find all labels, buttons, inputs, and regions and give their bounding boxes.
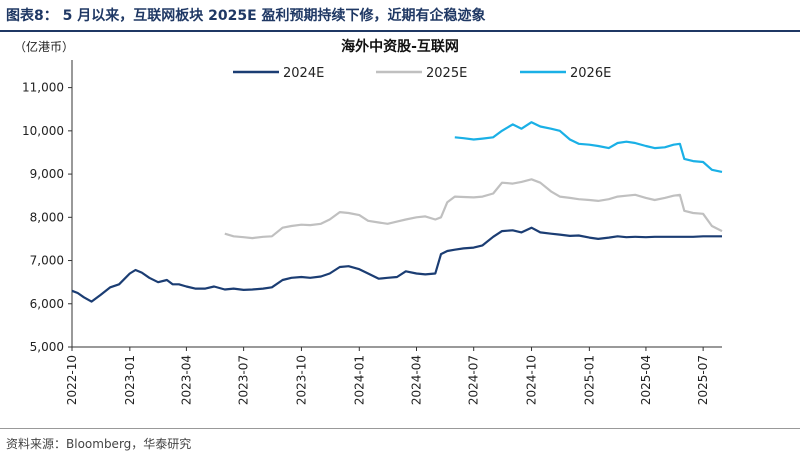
x-tick-label: 2023-01 <box>123 355 137 405</box>
chart-title: 海外中资股-互联网 <box>341 39 459 55</box>
legend-label-2025e: 2025E <box>426 66 467 81</box>
x-tick-label: 2023-04 <box>179 355 193 405</box>
x-tick-label: 2024-07 <box>467 355 481 405</box>
x-tick-label: 2024-10 <box>525 355 539 405</box>
unit-label: （亿港币） <box>14 40 75 54</box>
y-tick-label: 7,000 <box>30 254 64 268</box>
series-line-2024e <box>71 226 722 303</box>
legend-label-2026e: 2026E <box>570 66 611 81</box>
x-tick-label: 2022-10 <box>65 355 79 405</box>
source-note: 资料来源：Bloomberg，华泰研究 <box>6 437 192 451</box>
series-line-2026e <box>454 121 723 173</box>
y-tick-label: 11,000 <box>22 81 64 95</box>
x-tick-label: 2025-04 <box>639 355 653 405</box>
y-tick-label: 9,000 <box>30 167 64 181</box>
y-tick-label: 10,000 <box>22 124 64 138</box>
legend-label-2024e: 2024E <box>283 66 324 81</box>
figure-title: 图表8： 5 月以来，互联网板块 2025E 盈利预期持续下修，近期有企稳迹象 <box>6 8 486 24</box>
x-tick-label: 2024-04 <box>409 355 423 405</box>
x-tick-label: 2023-07 <box>237 355 251 405</box>
y-tick-label: 8,000 <box>30 210 64 224</box>
x-tick-label: 2024-01 <box>352 355 366 405</box>
source-divider <box>0 428 800 429</box>
y-tick-label: 6,000 <box>30 297 64 311</box>
x-tick-label: 2023-10 <box>294 355 308 405</box>
series-line-2025e <box>224 178 723 240</box>
y-tick-label: 5,000 <box>30 340 64 354</box>
title-divider <box>0 30 800 32</box>
x-tick-label: 2025-01 <box>582 355 596 405</box>
x-tick-label: 2025-07 <box>696 355 710 405</box>
